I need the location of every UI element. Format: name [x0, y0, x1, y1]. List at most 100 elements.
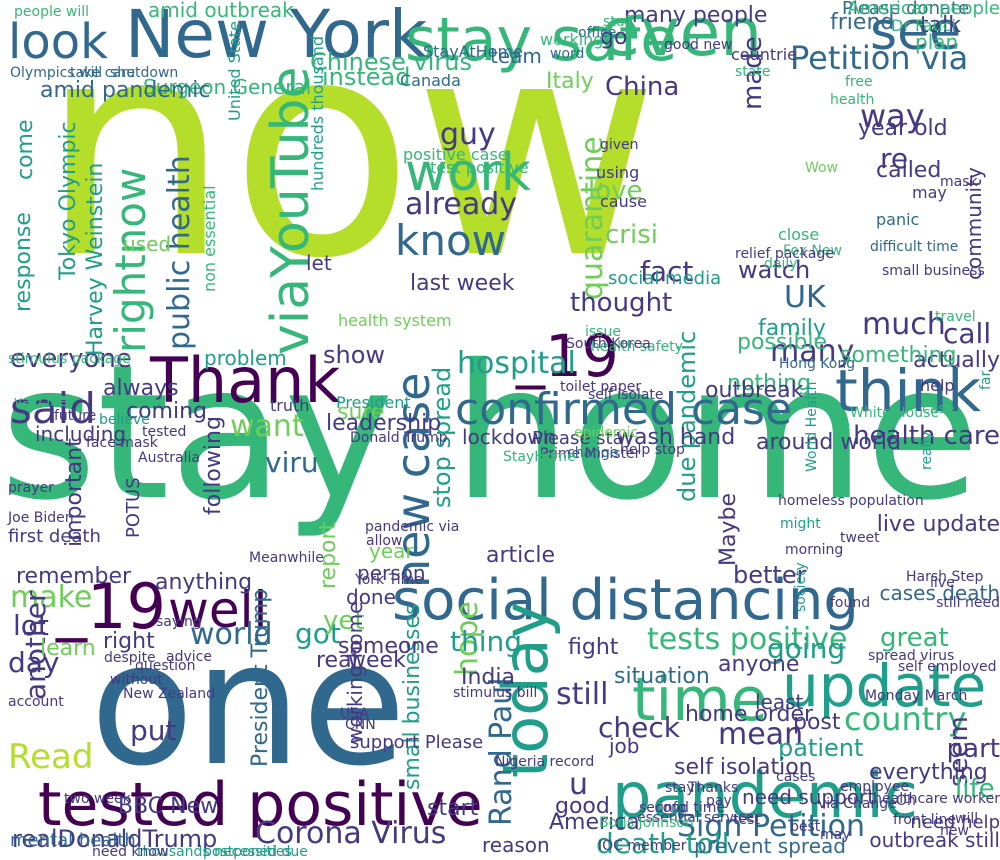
word-week: week: [348, 648, 406, 673]
word-small-businesses: small businesses: [400, 603, 425, 790]
word-self-employed: self employed: [898, 659, 997, 675]
word-many-people: many people: [624, 3, 768, 28]
word-u: u: [569, 767, 589, 802]
word-change: change: [567, 445, 619, 461]
word-social-distancing: social distancing: [392, 568, 859, 633]
word-oh: Oh: [896, 793, 916, 809]
word-shutdown: shutdown: [110, 65, 179, 81]
word-pandemic: pandemic: [612, 759, 918, 832]
word-positive-case: positive case: [403, 145, 508, 164]
word-stayathome: StayAtHome: [423, 42, 523, 61]
word-home-order: home order: [685, 702, 814, 727]
word-well: well: [168, 581, 268, 639]
word-country: country: [844, 700, 967, 738]
word-petition-via: Petition via: [790, 39, 969, 77]
word-bbc-new: BBC New: [118, 794, 219, 819]
word-everyone: everyone: [10, 344, 132, 374]
word-wash-hand: wash hand: [616, 425, 736, 450]
word-given: given: [600, 137, 639, 153]
word-spread-virus: spread virus: [868, 648, 955, 664]
word-always: always: [103, 376, 179, 401]
word-panic: panic: [876, 210, 920, 229]
word-guy: guy: [440, 117, 496, 152]
word-office: office: [578, 25, 617, 41]
word-truth: truth: [270, 396, 310, 415]
word-viru: viru: [265, 446, 319, 479]
word-stay-home: stay home: [0, 324, 980, 541]
word-team: team: [490, 44, 542, 68]
word-got: got: [295, 617, 341, 650]
word-future: future: [54, 408, 97, 424]
word-used: used: [123, 232, 172, 256]
word-article: article: [486, 543, 556, 568]
word-world-health: World Health: [804, 381, 820, 472]
word-boris-johnson: Boris Johnson: [599, 815, 694, 831]
word-work: work: [405, 143, 531, 203]
word-health-system: health system: [338, 311, 452, 330]
word-done: done: [346, 585, 396, 609]
word-test-positive: test positive: [430, 158, 529, 177]
word-wow: Wow: [805, 160, 839, 176]
word-much: much: [862, 307, 946, 342]
word-mean: mean: [718, 717, 804, 752]
word-homeless-population: homeless population: [778, 493, 924, 509]
word-live-update: live update: [876, 512, 1000, 537]
word-via-change: via Change: [818, 796, 897, 812]
word-said: said: [10, 384, 96, 433]
word-amid-outbreak: amid outbreak: [148, 0, 294, 22]
word-leadership: leadership: [326, 411, 442, 436]
word-update: update: [782, 652, 987, 720]
word-tested: tested: [142, 424, 187, 440]
word-take-care: take care: [70, 65, 136, 81]
word-anyone: anyone: [718, 652, 800, 677]
word-american-people: American people: [847, 0, 1000, 19]
word-president: President: [336, 393, 411, 412]
word-help-stop: help stop: [620, 442, 685, 458]
word-help: help: [920, 376, 955, 395]
word-close: close: [778, 225, 820, 244]
word-thought: thought: [570, 288, 673, 318]
word-health-safety: health safety: [591, 339, 683, 355]
word-learn: learn: [40, 636, 96, 661]
word-person: person: [357, 561, 426, 585]
word-health: health: [830, 92, 875, 108]
word-health-care: health care: [853, 421, 1000, 451]
word-without: without: [110, 672, 163, 688]
word-dr-fauci: Dr Fauci: [891, 16, 956, 35]
word-reason: reason: [482, 833, 550, 857]
word-amid-pandemic: amid pandemic: [40, 78, 211, 103]
word-outbreak-still: outbreak still: [869, 828, 1000, 852]
word-first-death: first death: [8, 526, 101, 547]
word-joe-biden: Joe Biden: [8, 510, 74, 526]
word-account: account: [8, 694, 64, 710]
word-now: now: [40, 0, 660, 324]
word-state: state: [735, 64, 771, 80]
word-harsh-step: Harsh Step: [906, 569, 984, 585]
word-non-essential: non essential: [200, 185, 219, 292]
word-watch: watch: [738, 256, 811, 284]
word-fact: fact: [640, 255, 694, 288]
word-united-state: United State: [225, 20, 244, 121]
word-info: info: [660, 800, 687, 816]
word-instead: instead: [322, 63, 411, 91]
word-19: _19: [516, 322, 619, 390]
word-re: re: [880, 142, 909, 175]
word-way: way: [860, 97, 925, 135]
word-friend: friend: [830, 10, 895, 35]
word-advice: advice: [166, 649, 212, 665]
word-start: start: [427, 796, 479, 821]
word-toilet-paper: toilet paper: [560, 379, 642, 395]
word-working: working: [540, 30, 604, 49]
word-see: see: [870, 2, 962, 62]
word-cases-death: cases death: [879, 581, 1000, 605]
word-harvey-weinstein: Harvey Weinstein: [83, 162, 108, 356]
word-real: real: [316, 648, 358, 673]
word-travel: travel: [935, 309, 976, 325]
word-something: something: [840, 343, 957, 368]
word-life: life: [955, 774, 995, 804]
word-make: make: [10, 580, 93, 615]
word-please-donate: Please donate: [842, 0, 970, 19]
word-best: best: [790, 819, 821, 835]
word-call: call: [943, 317, 992, 350]
word-south-korea: South Korea: [566, 336, 651, 352]
